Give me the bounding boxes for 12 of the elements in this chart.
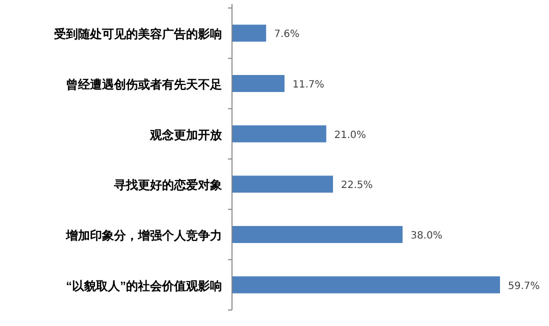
data-label: 22.5% [341, 180, 373, 192]
data-label: 38.0% [410, 230, 442, 242]
y-tick-label: 观念更加开放 [149, 128, 223, 142]
data-label: 59.7% [508, 280, 540, 292]
y-tick-label: 受到随处可见的美容广告的影响 [53, 27, 222, 42]
y-tick-label: 曾经遭遇创伤或者有先天不足 [66, 78, 222, 92]
data-label: 11.7% [292, 80, 324, 90]
y-tick-label: 增加印象分，增强个人竞争力 [65, 228, 222, 242]
y-tick-label: 寻找更好的恋爱对象 [113, 178, 222, 192]
y-tick-label: “以貌取人”的社会价值观影响 [66, 278, 222, 293]
data-label: 7.6% [274, 29, 300, 40]
data-label: 21.0% [334, 130, 366, 141]
